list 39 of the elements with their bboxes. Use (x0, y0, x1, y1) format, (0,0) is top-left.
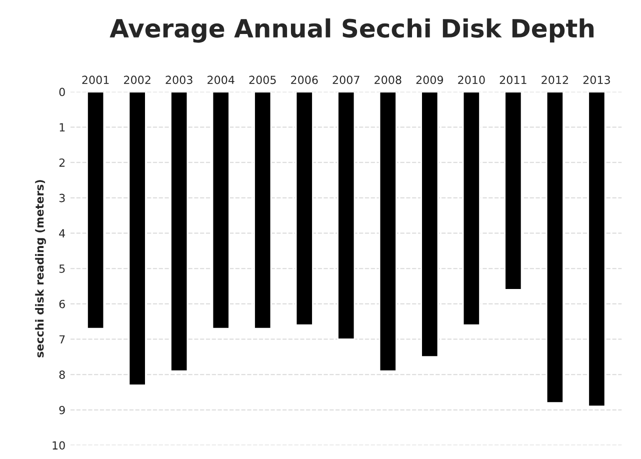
bar (462, 92, 480, 326)
chart-title: Average Annual Secchi Disk Depth (110, 18, 594, 43)
bar (254, 92, 272, 330)
bar (128, 92, 146, 386)
y-axis-title: secchi disk reading (meters) (35, 180, 46, 358)
x-tick-label: 2001 (82, 76, 109, 84)
bar (420, 92, 439, 358)
bar (337, 92, 356, 340)
x-tick-label: 2002 (124, 76, 150, 84)
x-tick-label: 2013 (583, 76, 610, 84)
bar (378, 92, 397, 372)
y-tick-label: 5 (59, 264, 65, 273)
y-tick-label: 7 (59, 335, 65, 344)
bar (504, 92, 522, 290)
bar (295, 92, 314, 326)
y-tick-label: 4 (59, 229, 66, 238)
x-tick-label: 2006 (291, 76, 318, 84)
x-tick-label: 2011 (500, 76, 526, 84)
x-tick-label: 2010 (458, 76, 485, 84)
y-tick-label: 10 (52, 441, 65, 450)
x-tick-label: 2012 (542, 76, 568, 84)
bar (546, 92, 564, 404)
bar (212, 92, 230, 330)
y-tick-label: 1 (60, 123, 65, 132)
y-tick-label: 0 (59, 88, 65, 96)
bar (588, 92, 606, 408)
y-tick-label: 8 (59, 370, 65, 379)
y-tick-label: 3 (59, 194, 65, 202)
y-tick-label: 2 (59, 158, 65, 167)
y-tick-label: 9 (59, 406, 65, 414)
x-tick-label: 2004 (208, 76, 234, 84)
x-tick-label: 2009 (416, 76, 444, 84)
x-tick-label: 2007 (332, 76, 360, 84)
y-tick-label: 6 (59, 300, 65, 308)
x-tick-label: 2005 (249, 76, 276, 84)
x-tick-label: 2008 (374, 76, 402, 84)
bar (170, 92, 188, 372)
bar (86, 92, 105, 330)
x-tick-label: 2003 (166, 76, 192, 84)
